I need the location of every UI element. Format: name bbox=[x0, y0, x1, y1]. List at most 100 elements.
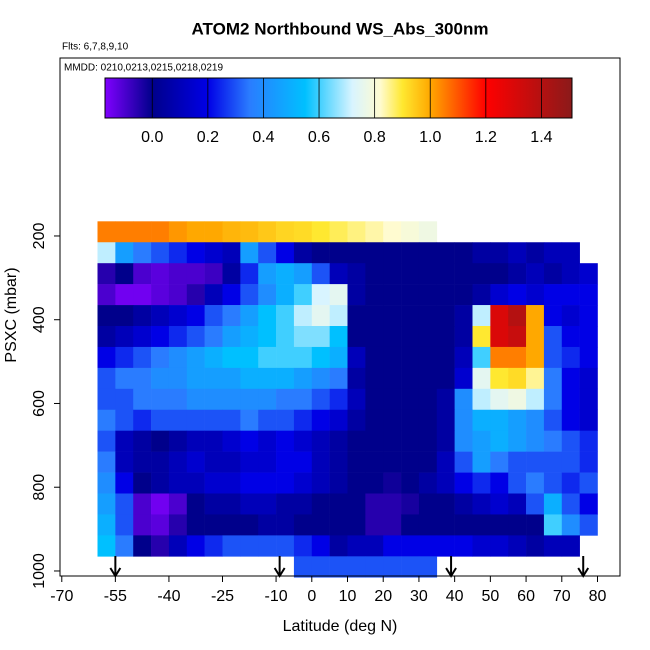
chart-title: ATOM2 Northbound WS_Abs_300nm bbox=[192, 19, 489, 38]
heatmap-cell bbox=[329, 430, 348, 452]
heatmap-cell bbox=[168, 284, 188, 306]
heatmap-cell bbox=[204, 326, 223, 348]
heatmap-cell bbox=[543, 493, 563, 515]
heatmap-cell bbox=[418, 409, 438, 431]
heatmap-cell bbox=[115, 472, 134, 494]
heatmap-cell bbox=[365, 514, 384, 536]
heatmap-cell bbox=[186, 493, 205, 515]
heatmap-cell bbox=[561, 305, 580, 327]
heatmap-cell bbox=[472, 535, 491, 557]
heatmap-cell bbox=[258, 514, 277, 536]
heatmap-cell bbox=[151, 430, 170, 452]
heatmap-cell bbox=[276, 263, 295, 285]
heatmap-cell bbox=[490, 263, 509, 285]
heatmap-cell bbox=[508, 388, 527, 411]
heatmap-cell bbox=[276, 535, 295, 557]
heatmap-cell bbox=[168, 367, 188, 390]
heatmap-cell bbox=[115, 284, 134, 306]
heatmap-cell bbox=[168, 514, 188, 536]
heatmap-cell bbox=[293, 472, 313, 494]
heatmap-cell bbox=[526, 409, 545, 431]
heatmap-cell bbox=[204, 514, 223, 536]
heatmap-cell bbox=[490, 367, 509, 390]
heatmap-cell bbox=[115, 263, 134, 285]
heatmap-cell bbox=[168, 493, 188, 515]
heatmap-cell bbox=[97, 263, 116, 285]
heatmap-cell bbox=[293, 514, 313, 536]
heatmap-cell bbox=[418, 326, 438, 348]
heatmap-cell bbox=[383, 430, 402, 452]
heatmap-cell bbox=[347, 346, 366, 369]
heatmap-cell bbox=[543, 326, 563, 348]
heatmap-cell bbox=[347, 326, 366, 348]
heatmap-cell bbox=[115, 242, 134, 264]
colorbar-tick-label: 0.6 bbox=[308, 129, 330, 146]
heatmap-cell bbox=[115, 367, 134, 390]
heatmap-cell bbox=[401, 326, 420, 348]
heatmap-cell bbox=[276, 242, 295, 264]
heatmap-cell bbox=[490, 409, 509, 431]
heatmap-cell bbox=[240, 242, 259, 264]
heatmap-cell bbox=[293, 535, 313, 557]
heatmap-cell bbox=[418, 514, 438, 536]
heatmap-cell bbox=[258, 284, 277, 306]
heatmap-cell bbox=[186, 242, 205, 264]
heatmap-cell bbox=[133, 221, 152, 243]
heatmap-cell bbox=[276, 284, 295, 306]
heatmap-cell bbox=[383, 409, 402, 431]
heatmap-cell bbox=[311, 388, 330, 411]
heatmap-cell bbox=[311, 451, 330, 473]
heatmap-cell bbox=[543, 305, 563, 327]
heatmap-cell bbox=[276, 514, 295, 536]
heatmap-cell bbox=[436, 514, 455, 536]
heatmap-cell bbox=[151, 242, 170, 264]
heatmap-cell bbox=[508, 472, 527, 494]
heatmap-cell bbox=[383, 367, 402, 390]
heatmap-cell bbox=[383, 472, 402, 494]
heatmap-cell bbox=[543, 514, 563, 536]
heatmap-cell bbox=[115, 514, 134, 536]
heatmap-cell bbox=[168, 409, 188, 431]
heatmap-cell bbox=[418, 305, 438, 327]
plot-frame bbox=[59, 57, 621, 577]
heatmap-cell bbox=[151, 326, 170, 348]
heatmap-cell bbox=[526, 451, 545, 473]
heatmap-cell bbox=[204, 430, 223, 452]
heatmap-cell bbox=[258, 263, 277, 285]
heatmap-cell bbox=[186, 326, 205, 348]
x-tick-label: -25 bbox=[211, 588, 234, 605]
heatmap-cell bbox=[347, 367, 366, 390]
heatmap-cell bbox=[186, 451, 205, 473]
heatmap-cell bbox=[526, 284, 545, 306]
heatmap-cell bbox=[151, 346, 170, 369]
heatmap-cell bbox=[383, 326, 402, 348]
heatmap-cell bbox=[418, 242, 438, 264]
heatmap-cell bbox=[204, 388, 223, 411]
heatmap-cell bbox=[365, 451, 384, 473]
heatmap-cell bbox=[347, 284, 366, 306]
heatmap-cell bbox=[186, 284, 205, 306]
heatmap-cell bbox=[240, 221, 259, 243]
heatmap-cell bbox=[258, 451, 277, 473]
heatmap-cell bbox=[347, 451, 366, 473]
heatmap-cell bbox=[240, 284, 259, 306]
heatmap-cell bbox=[97, 284, 116, 306]
heatmap-cell bbox=[365, 388, 384, 411]
heatmap-cell bbox=[347, 535, 366, 557]
heatmap-cell bbox=[347, 472, 366, 494]
heatmap-cell bbox=[276, 493, 295, 515]
heatmap-cell bbox=[115, 451, 134, 473]
heatmap-cell bbox=[168, 263, 188, 285]
heatmap-cell bbox=[543, 472, 563, 494]
heatmap-cell bbox=[418, 451, 438, 473]
heatmap-cell bbox=[293, 493, 313, 515]
colorbar-tick-label: 0.4 bbox=[252, 129, 274, 146]
heatmap-cell bbox=[472, 451, 491, 473]
heatmap-cell bbox=[436, 367, 455, 390]
heatmap-cell bbox=[436, 326, 455, 348]
heatmap-cell bbox=[97, 430, 116, 452]
heatmap-cell bbox=[418, 535, 438, 557]
heatmap-cell bbox=[383, 514, 402, 536]
heatmap-cell bbox=[454, 263, 473, 285]
